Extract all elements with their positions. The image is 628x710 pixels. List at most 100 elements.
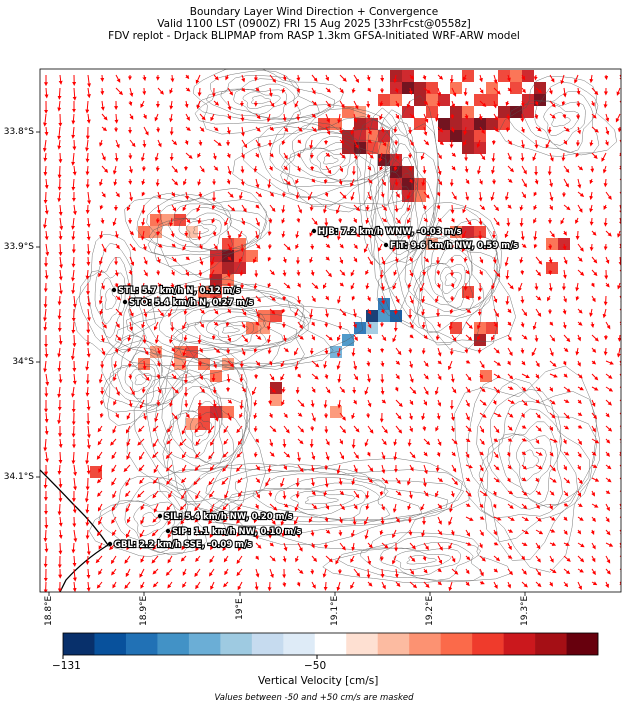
wind-arrow	[351, 438, 356, 449]
wind-arrow	[43, 113, 48, 127]
wind-arrow	[129, 87, 134, 98]
terrain-contour	[498, 421, 559, 505]
colorbar-swatch	[188, 633, 221, 655]
wind-arrow	[479, 126, 485, 135]
wind-arrow	[255, 139, 261, 148]
wind-arrow	[478, 113, 483, 121]
wind-arrow	[436, 269, 441, 276]
wind-arrow	[339, 282, 345, 287]
wind-arrow	[381, 139, 387, 147]
vv-cell	[246, 250, 258, 262]
wind-arrow	[436, 204, 441, 210]
wind-arrow	[255, 230, 259, 240]
wind-arrow	[255, 126, 261, 132]
wind-arrow	[479, 74, 483, 83]
wind-arrow	[44, 347, 49, 359]
wind-arrow	[437, 165, 442, 176]
wind-arrow	[282, 490, 287, 500]
vv-cell	[486, 118, 498, 130]
wind-arrow	[142, 243, 147, 251]
wind-arrow	[44, 204, 49, 215]
wind-arrow	[225, 74, 229, 81]
terrain-contour	[375, 143, 419, 253]
vv-cell	[474, 142, 486, 154]
wind-arrow	[296, 74, 301, 82]
wind-arrow	[72, 139, 77, 151]
wind-arrow	[282, 581, 287, 588]
wind-arrow	[213, 74, 219, 81]
wind-arrow	[253, 425, 258, 433]
wind-arrow	[294, 100, 299, 108]
wind-arrow	[337, 230, 341, 241]
station-dot-stl	[111, 287, 117, 293]
wind-arrow	[157, 191, 162, 200]
wind-arrow	[363, 243, 369, 253]
wind-arrow	[309, 256, 314, 264]
wind-arrow	[575, 282, 580, 292]
wind-arrow	[311, 113, 317, 119]
vv-cell	[522, 70, 534, 82]
wind-arrow	[211, 334, 216, 341]
wind-arrow	[549, 74, 555, 83]
wind-arrow	[532, 152, 537, 162]
x-tick-label-3: 19°E	[235, 598, 245, 620]
wind-arrow	[72, 295, 77, 309]
wind-arrow	[224, 217, 229, 227]
wind-arrow	[619, 74, 621, 82]
terrain-contour	[395, 188, 406, 210]
wind-arrow	[325, 230, 330, 239]
wind-arrow	[436, 191, 441, 197]
wind-arrow	[282, 438, 287, 448]
vv-cell	[222, 274, 234, 286]
wind-arrow	[227, 100, 232, 111]
terrain-contour	[194, 316, 262, 347]
wind-arrow	[295, 386, 300, 395]
wind-arrow	[507, 139, 513, 146]
wind-arrow	[339, 269, 346, 276]
wind-arrow	[406, 191, 411, 200]
wind-arrow	[297, 282, 301, 288]
wind-arrow	[534, 139, 539, 149]
wind-arrow	[353, 139, 359, 149]
wind-arrow	[603, 178, 608, 188]
wind-arrow	[128, 373, 133, 380]
wind-arrow	[379, 113, 383, 121]
wind-arrow	[451, 152, 457, 157]
wind-arrow	[562, 113, 567, 119]
wind-arrow	[44, 178, 49, 190]
wind-arrow	[394, 256, 399, 263]
title-line3: FDV replot - DrJack BLIPMAP from RASP 1.…	[108, 30, 520, 42]
wind-arrow	[576, 100, 581, 108]
wind-arrow	[72, 87, 77, 101]
wind-arrow	[87, 191, 92, 205]
wind-arrow	[227, 243, 232, 252]
wind-arrow	[366, 74, 371, 82]
wind-arrow	[406, 100, 411, 109]
wind-arrow	[171, 243, 176, 248]
terrain-contour	[515, 439, 547, 482]
wind-arrow	[423, 100, 429, 106]
wind-arrow	[211, 217, 216, 224]
wind-arrow	[296, 87, 301, 94]
wind-arrow	[185, 113, 190, 121]
wind-arrow	[211, 373, 216, 383]
vv-cell	[246, 322, 258, 334]
title-line2: Valid 1100 LST (0900Z) FRI 15 Aug 2025 […	[157, 18, 471, 30]
wind-arrow	[269, 100, 275, 108]
wind-arrow	[43, 217, 47, 229]
wind-arrow	[282, 256, 287, 264]
wind-arrow	[99, 204, 104, 210]
wind-arrow	[563, 230, 567, 236]
terrain-contour	[222, 326, 240, 334]
wind-arrow	[71, 152, 76, 166]
wind-arrow	[71, 542, 76, 554]
wind-arrow	[450, 204, 455, 214]
wind-arrow	[184, 295, 189, 303]
colorbar-label: Vertical Velocity [cm/s]	[258, 675, 379, 687]
wind-arrow	[394, 178, 399, 187]
wind-arrow	[421, 178, 426, 187]
wind-arrow	[170, 230, 175, 238]
wind-arrow	[589, 217, 594, 226]
wind-arrow	[226, 126, 231, 135]
wind-arrow	[479, 269, 483, 276]
